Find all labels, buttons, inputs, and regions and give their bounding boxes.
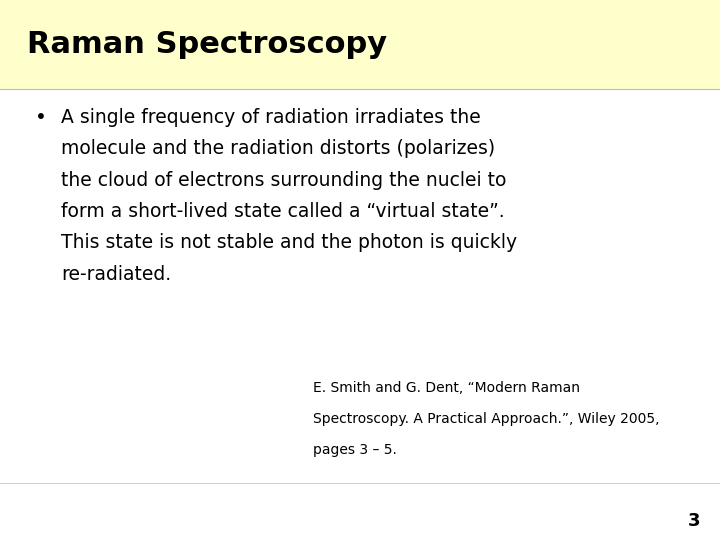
Text: pages 3 – 5.: pages 3 – 5. [313, 443, 397, 457]
Text: Raman Spectroscopy: Raman Spectroscopy [27, 30, 387, 59]
Text: •: • [35, 108, 46, 127]
Text: form a short-lived state called a “virtual state”.: form a short-lived state called a “virtu… [61, 202, 505, 221]
Text: molecule and the radiation distorts (polarizes): molecule and the radiation distorts (pol… [61, 139, 495, 158]
Text: re-radiated.: re-radiated. [61, 265, 171, 284]
Text: the cloud of electrons surrounding the nuclei to: the cloud of electrons surrounding the n… [61, 171, 507, 190]
Text: This state is not stable and the photon is quickly: This state is not stable and the photon … [61, 233, 518, 252]
FancyBboxPatch shape [0, 0, 720, 89]
Text: Spectroscopy. A Practical Approach.”, Wiley 2005,: Spectroscopy. A Practical Approach.”, Wi… [313, 412, 660, 426]
Text: A single frequency of radiation irradiates the: A single frequency of radiation irradiat… [61, 108, 481, 127]
Text: E. Smith and G. Dent, “Modern Raman: E. Smith and G. Dent, “Modern Raman [313, 381, 580, 395]
Text: 3: 3 [688, 512, 700, 530]
